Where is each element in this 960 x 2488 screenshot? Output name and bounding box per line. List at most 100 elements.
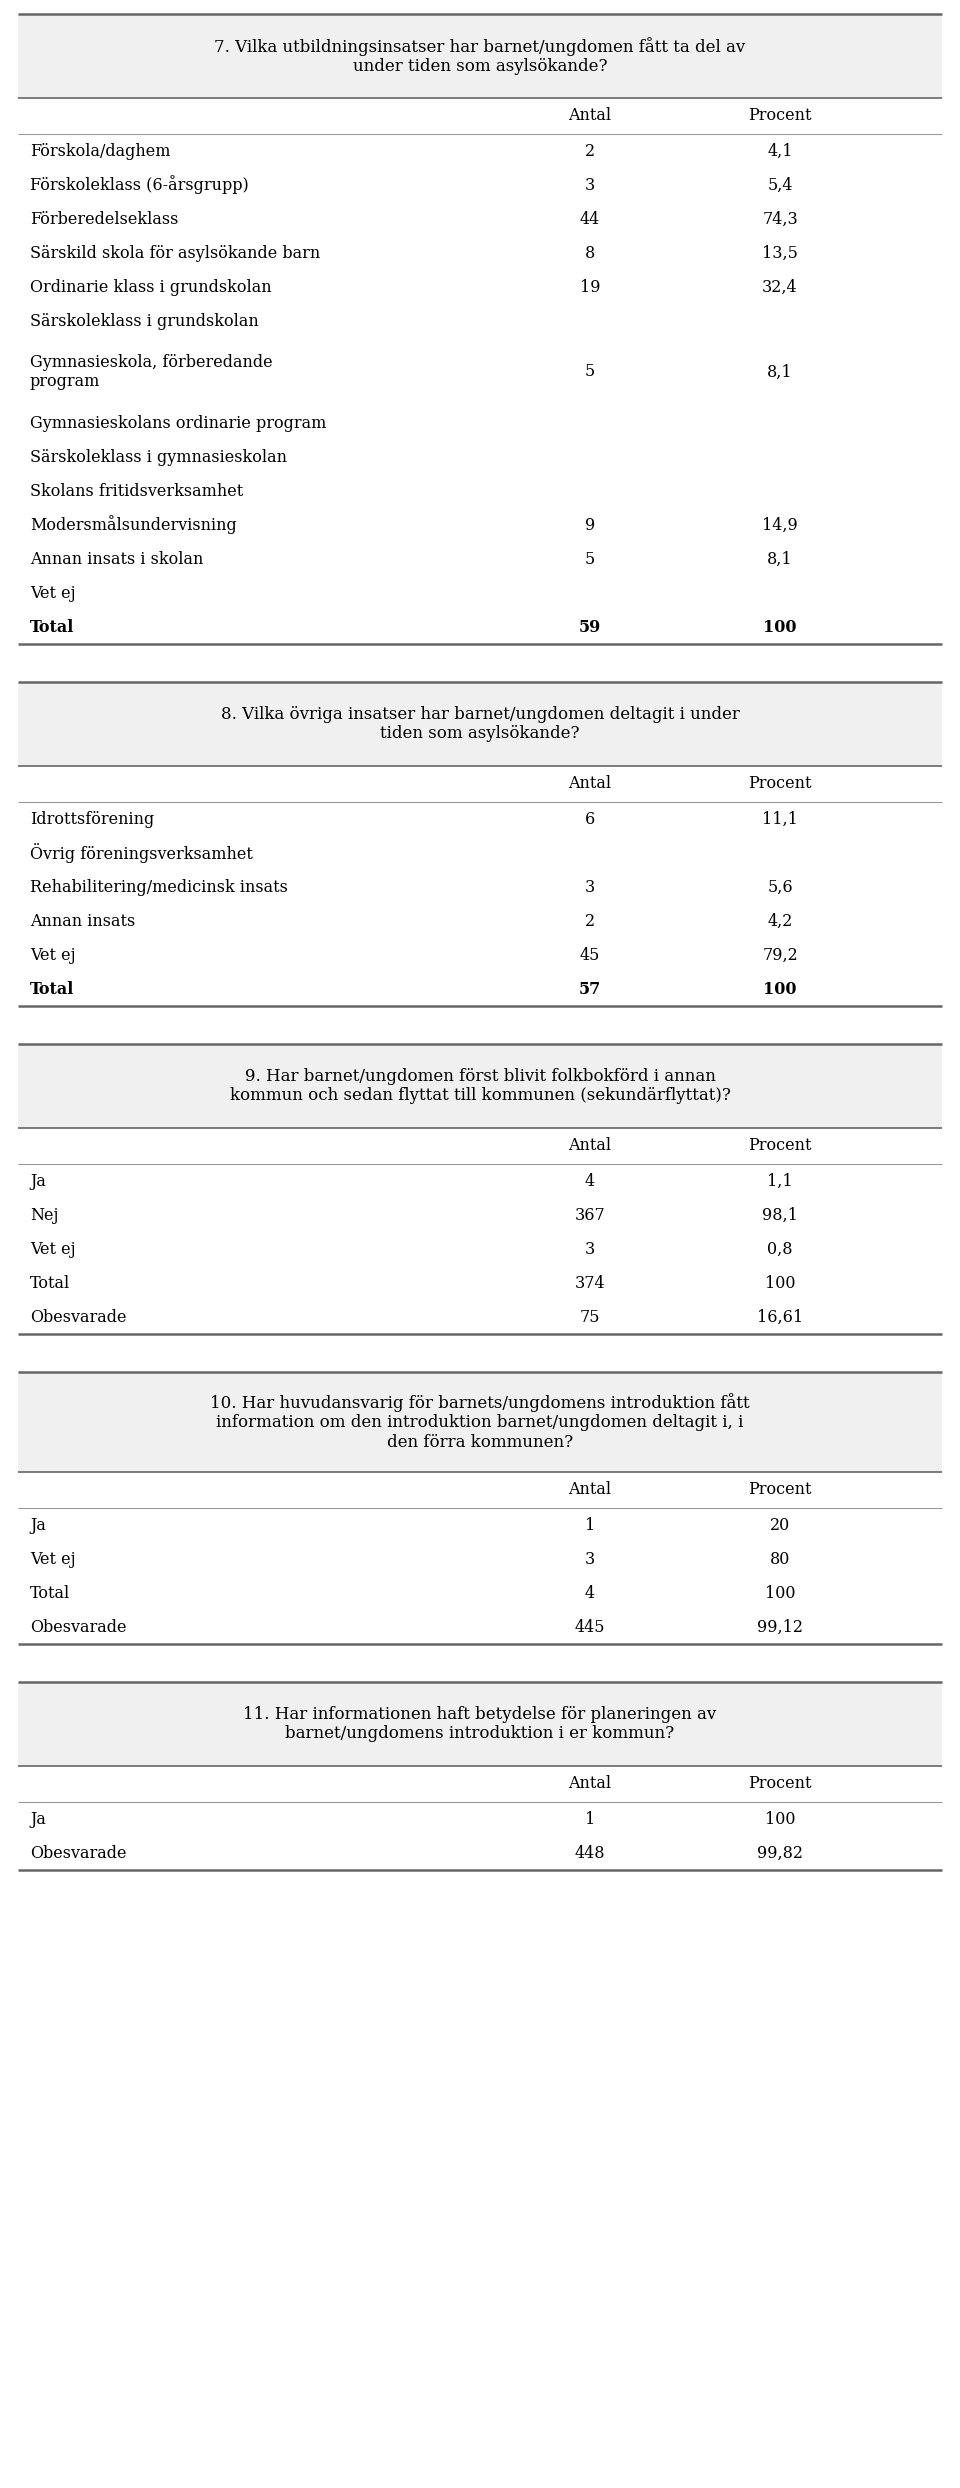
Text: Skolans fritidsverksamhet: Skolans fritidsverksamhet <box>30 483 243 500</box>
Text: 367: 367 <box>575 1207 606 1224</box>
Text: 3: 3 <box>585 1550 595 1567</box>
Text: Procent: Procent <box>748 776 812 794</box>
Text: 99,82: 99,82 <box>757 1844 803 1861</box>
Bar <box>18 15 942 97</box>
Text: 7. Vilka utbildningsinsatser har barnet/ungdomen fått ta del av
under tiden som : 7. Vilka utbildningsinsatser har barnet/… <box>214 37 746 75</box>
Text: Obesvarade: Obesvarade <box>30 1620 127 1635</box>
Text: 80: 80 <box>770 1550 790 1567</box>
Text: 448: 448 <box>575 1844 605 1861</box>
Text: 59: 59 <box>579 620 601 634</box>
Text: 8. Vilka övriga insatser har barnet/ungdomen deltagit i under
tiden som asylsöka: 8. Vilka övriga insatser har barnet/ungd… <box>221 707 739 741</box>
Text: 4,2: 4,2 <box>767 913 793 931</box>
Text: Vet ej: Vet ej <box>30 945 76 963</box>
Text: Antal: Antal <box>568 1776 612 1791</box>
Text: Procent: Procent <box>748 1776 812 1791</box>
Text: 3: 3 <box>585 1242 595 1256</box>
Text: Obesvarade: Obesvarade <box>30 1844 127 1861</box>
Text: 8: 8 <box>585 244 595 261</box>
Text: 32,4: 32,4 <box>762 279 798 296</box>
Text: Antal: Antal <box>568 1480 612 1498</box>
Text: Förberedelseklass: Förberedelseklass <box>30 211 179 226</box>
Text: Särskoleklass i grundskolan: Särskoleklass i grundskolan <box>30 313 259 328</box>
Text: 9: 9 <box>585 518 595 532</box>
Text: 0,8: 0,8 <box>767 1242 793 1256</box>
Text: 98,1: 98,1 <box>762 1207 798 1224</box>
Text: 11. Har informationen haft betydelse för planeringen av
barnet/ungdomens introdu: 11. Har informationen haft betydelse för… <box>244 1707 716 1742</box>
Text: Särskild skola för asylsökande barn: Särskild skola för asylsökande barn <box>30 244 321 261</box>
Bar <box>18 682 942 766</box>
Text: Vet ej: Vet ej <box>30 585 76 602</box>
Text: 1: 1 <box>585 1811 595 1829</box>
Text: Gymnasieskolans ordinarie program: Gymnasieskolans ordinarie program <box>30 415 326 430</box>
Text: 6: 6 <box>585 811 595 829</box>
Text: 19: 19 <box>580 279 600 296</box>
Text: 5,4: 5,4 <box>767 177 793 194</box>
Text: 100: 100 <box>765 1585 795 1602</box>
Text: Annan insats i skolan: Annan insats i skolan <box>30 550 204 567</box>
Text: 4: 4 <box>585 1585 595 1602</box>
Text: 1,1: 1,1 <box>767 1172 793 1189</box>
Text: Idrottsförening: Idrottsförening <box>30 811 155 829</box>
Text: Total: Total <box>30 1585 70 1602</box>
Text: Procent: Procent <box>748 107 812 124</box>
Text: Total: Total <box>30 620 74 634</box>
Text: Vet ej: Vet ej <box>30 1242 76 1256</box>
Bar <box>18 1045 942 1127</box>
Text: Särskoleklass i gymnasieskolan: Särskoleklass i gymnasieskolan <box>30 448 287 465</box>
Text: 9. Har barnet/ungdomen först blivit folkbokförd i annan
kommun och sedan flyttat: 9. Har barnet/ungdomen först blivit folk… <box>229 1067 731 1105</box>
Text: Ja: Ja <box>30 1518 46 1533</box>
Text: 1: 1 <box>585 1518 595 1533</box>
Text: 8,1: 8,1 <box>767 550 793 567</box>
Text: 445: 445 <box>575 1620 605 1635</box>
Text: 57: 57 <box>579 980 601 998</box>
Text: Övrig föreningsverksamhet: Övrig föreningsverksamhet <box>30 843 252 863</box>
Text: Ja: Ja <box>30 1811 46 1829</box>
Text: Vet ej: Vet ej <box>30 1550 76 1567</box>
Text: Gymnasieskola, förberedande
program: Gymnasieskola, förberedande program <box>30 353 273 391</box>
Text: Antal: Antal <box>568 776 612 794</box>
Text: 100: 100 <box>765 1811 795 1829</box>
Text: 5: 5 <box>585 363 595 381</box>
Bar <box>18 1371 942 1473</box>
Text: Total: Total <box>30 1274 70 1291</box>
Text: 14,9: 14,9 <box>762 518 798 532</box>
Text: 8,1: 8,1 <box>767 363 793 381</box>
Text: Procent: Procent <box>748 1480 812 1498</box>
Text: 13,5: 13,5 <box>762 244 798 261</box>
Text: Procent: Procent <box>748 1137 812 1154</box>
Text: Ja: Ja <box>30 1172 46 1189</box>
Text: 45: 45 <box>580 945 600 963</box>
Text: 100: 100 <box>763 620 797 634</box>
Text: Obesvarade: Obesvarade <box>30 1309 127 1326</box>
Text: 5: 5 <box>585 550 595 567</box>
Text: 75: 75 <box>580 1309 600 1326</box>
Text: 3: 3 <box>585 878 595 896</box>
Text: 4,1: 4,1 <box>767 142 793 159</box>
Text: 4: 4 <box>585 1172 595 1189</box>
Text: Antal: Antal <box>568 1137 612 1154</box>
Bar <box>18 1682 942 1766</box>
Text: 20: 20 <box>770 1518 790 1533</box>
Text: 79,2: 79,2 <box>762 945 798 963</box>
Text: 11,1: 11,1 <box>762 811 798 829</box>
Text: 16,61: 16,61 <box>756 1309 804 1326</box>
Text: 3: 3 <box>585 177 595 194</box>
Text: 2: 2 <box>585 142 595 159</box>
Text: Antal: Antal <box>568 107 612 124</box>
Text: 99,12: 99,12 <box>757 1620 803 1635</box>
Text: 374: 374 <box>575 1274 606 1291</box>
Text: 100: 100 <box>765 1274 795 1291</box>
Text: Modersmålsundervisning: Modersmålsundervisning <box>30 515 237 535</box>
Text: Annan insats: Annan insats <box>30 913 135 931</box>
Text: 5,6: 5,6 <box>767 878 793 896</box>
Text: Rehabilitering/medicinsk insats: Rehabilitering/medicinsk insats <box>30 878 288 896</box>
Text: 44: 44 <box>580 211 600 226</box>
Text: Nej: Nej <box>30 1207 59 1224</box>
Text: Förskoleklass (6-årsgrupp): Förskoleklass (6-årsgrupp) <box>30 177 249 194</box>
Text: 10. Har huvudansvarig för barnets/ungdomens introduktion fått
information om den: 10. Har huvudansvarig för barnets/ungdom… <box>210 1393 750 1451</box>
Text: Ordinarie klass i grundskolan: Ordinarie klass i grundskolan <box>30 279 272 296</box>
Text: 100: 100 <box>763 980 797 998</box>
Text: Förskola/daghem: Förskola/daghem <box>30 142 171 159</box>
Text: 2: 2 <box>585 913 595 931</box>
Text: 74,3: 74,3 <box>762 211 798 226</box>
